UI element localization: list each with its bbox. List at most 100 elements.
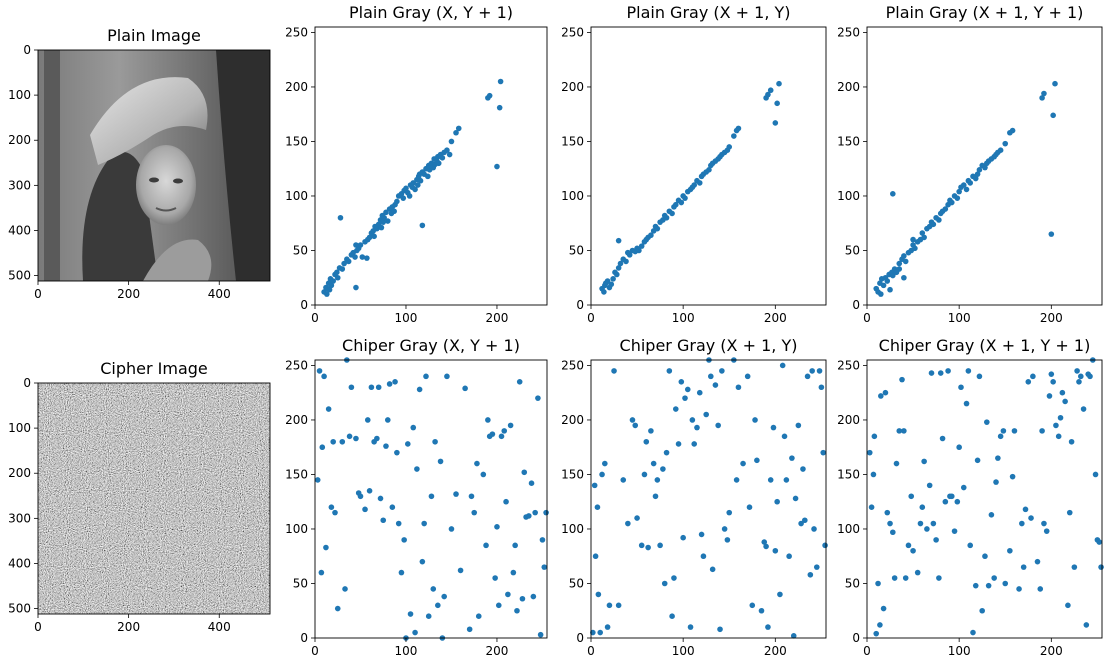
- data-point: [974, 457, 981, 464]
- data-point: [887, 286, 893, 293]
- y-tick-label: 250: [837, 25, 860, 39]
- data-point: [1039, 428, 1045, 434]
- data-point: [678, 199, 685, 206]
- data-point: [1000, 428, 1007, 434]
- data-point: [933, 537, 939, 543]
- data-point: [339, 266, 346, 272]
- data-point: [717, 626, 723, 633]
- data-point: [682, 395, 688, 401]
- data-point: [984, 419, 990, 425]
- data-point: [528, 480, 535, 486]
- x-tick-label: 200: [1040, 644, 1063, 658]
- data-point: [884, 509, 891, 516]
- y-tick-label: 50: [293, 576, 308, 590]
- data-point: [783, 477, 790, 483]
- data-point: [740, 460, 746, 467]
- data-point: [901, 253, 907, 259]
- data-point: [752, 417, 758, 423]
- panel-title: Cipher Image: [100, 359, 208, 378]
- data-point: [958, 384, 964, 391]
- data-point: [993, 479, 999, 485]
- data-point: [868, 504, 875, 510]
- data-point: [1057, 414, 1064, 421]
- panel-4: Plain Gray (X + 1, Y + 1) 0 100 200 0 50 100 15…: [837, 3, 1103, 325]
- data-point: [1078, 373, 1084, 380]
- data-point: [945, 368, 951, 374]
- data-point: [617, 260, 624, 267]
- data-point: [1009, 473, 1016, 480]
- data-point: [400, 195, 407, 201]
- data-point: [614, 271, 620, 278]
- data-point: [972, 582, 979, 589]
- data-point: [1098, 564, 1104, 570]
- data-point: [884, 278, 891, 284]
- data-point: [781, 433, 788, 440]
- data-point: [1009, 127, 1016, 134]
- y-tick-label: 250: [561, 25, 584, 39]
- data-point: [672, 201, 679, 208]
- image-mouth: [155, 207, 177, 212]
- x-tick-label: 0: [34, 287, 42, 301]
- data-point: [758, 607, 765, 614]
- data-point: [535, 395, 541, 401]
- data-point: [804, 373, 811, 380]
- data-point: [330, 278, 336, 284]
- data-point: [407, 611, 414, 617]
- y-tick-label: 200: [285, 413, 308, 427]
- data-point: [391, 208, 397, 215]
- data-point: [974, 171, 981, 177]
- x-tick-label: 0: [34, 620, 42, 634]
- data-point: [480, 471, 487, 478]
- data-point: [1016, 586, 1022, 592]
- data-point: [1046, 393, 1053, 399]
- data-point: [691, 441, 698, 447]
- data-point: [1087, 373, 1093, 380]
- data-point: [374, 225, 380, 232]
- data-point: [599, 471, 605, 478]
- data-point: [696, 180, 703, 186]
- panel-title: Plain Image: [107, 26, 201, 45]
- data-point: [1053, 422, 1059, 429]
- panel-3: Plain Gray (X + 1, Y) 0 100 200 0 50 100 150 200…: [561, 3, 827, 325]
- y-tick-label: 0: [576, 298, 584, 312]
- x-tick-label: 0: [587, 311, 595, 325]
- data-point: [706, 167, 712, 173]
- data-point: [604, 624, 611, 630]
- data-point: [811, 526, 817, 532]
- data-point: [1068, 438, 1075, 445]
- data-point: [995, 455, 1001, 461]
- data-point: [521, 469, 528, 476]
- data-point: [1039, 95, 1045, 101]
- data-point: [341, 260, 347, 267]
- data-point: [908, 493, 915, 500]
- x-tick-label: 100: [672, 644, 695, 658]
- y-tick-label: 150: [837, 134, 860, 148]
- x-tick-label: 0: [863, 311, 871, 325]
- x-tick-label: 0: [311, 644, 319, 658]
- data-point: [457, 567, 464, 574]
- data-point: [942, 206, 949, 212]
- data-point: [1083, 622, 1090, 628]
- image-face: [136, 145, 196, 225]
- x-tick-label: 200: [486, 311, 509, 325]
- data-point: [383, 443, 389, 449]
- data-point: [415, 182, 421, 188]
- data-point: [507, 422, 514, 429]
- data-point: [776, 80, 782, 87]
- data-point: [875, 580, 881, 587]
- x-tick-label: 100: [948, 311, 971, 325]
- data-point: [703, 411, 709, 418]
- data-point: [669, 210, 675, 217]
- data-point: [890, 272, 896, 279]
- data-point: [654, 225, 661, 232]
- data-point: [494, 163, 500, 170]
- panel-8: Chiper Gray (X + 1, Y + 1) 0 100 200 0 50 100 1…: [837, 336, 1104, 658]
- y-tick-label: 100: [561, 522, 584, 536]
- data-point: [982, 164, 988, 171]
- data-point: [516, 379, 523, 385]
- data-point: [439, 155, 446, 161]
- y-tick-label: 100: [8, 421, 31, 435]
- y-tick-label: 100: [285, 522, 308, 536]
- data-point: [972, 175, 979, 182]
- data-point: [970, 629, 976, 636]
